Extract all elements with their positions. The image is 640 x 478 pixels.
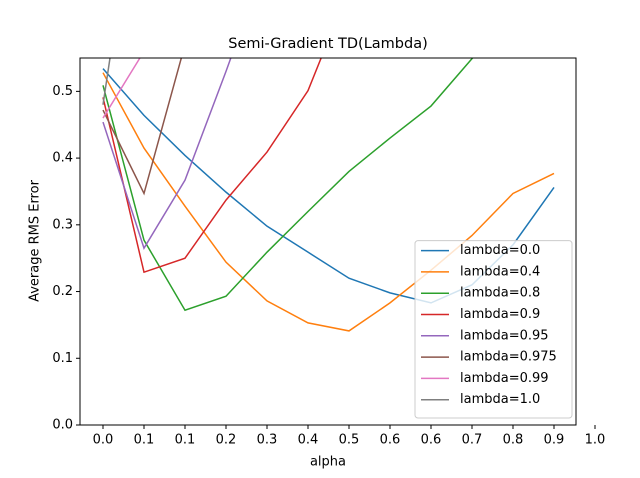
x-tick-label: 0.5 (339, 433, 360, 448)
y-tick-label: 0.5 (52, 84, 73, 99)
line-series (102, 72, 555, 332)
legend-label: lambda=0.95 (460, 328, 549, 343)
legend-label: lambda=0.4 (460, 264, 540, 279)
legend-label: lambda=0.9 (460, 307, 540, 322)
legend-label: lambda=0.0 (460, 243, 540, 258)
x-tick-label: 1.0 (585, 433, 606, 448)
x-tick-label: 0.9 (544, 433, 565, 448)
y-tick-label: 0.1 (52, 351, 73, 366)
line-series (102, 58, 232, 250)
x-tick-label: 0.6 (380, 433, 401, 448)
legend-label: lambda=0.8 (460, 286, 540, 301)
x-tick-label: 0.2 (216, 433, 237, 448)
y-tick-label: 0.2 (52, 284, 73, 299)
x-tick-label: 0.1 (175, 433, 196, 448)
x-tick-label: 0.7 (462, 433, 483, 448)
x-tick-label: 0.3 (257, 433, 278, 448)
x-axis-label: alpha (310, 455, 346, 470)
legend-label: lambda=1.0 (460, 392, 540, 407)
x-tick-label: 0.6 (421, 433, 442, 448)
axes-frame (79, 57, 577, 426)
line-series (102, 58, 322, 274)
y-tick-label: 0.0 (52, 418, 73, 433)
x-tick-label: 0.8 (503, 433, 524, 448)
y-tick-label: 0.3 (52, 217, 73, 232)
x-tick-label: 0.0 (93, 433, 114, 448)
legend-label: lambda=0.975 (460, 350, 557, 365)
line-series (102, 58, 474, 312)
line-series (102, 58, 183, 196)
y-tick-label: 0.4 (52, 151, 73, 166)
legend-label: lambda=0.99 (460, 371, 549, 386)
x-tick-label: 0.1 (134, 433, 155, 448)
y-axis-label: Average RMS Error (28, 179, 43, 301)
legend-box (414, 240, 573, 419)
chart-title: Semi-Gradient TD(Lambda) (228, 36, 427, 52)
x-tick-label: 0.4 (298, 433, 319, 448)
